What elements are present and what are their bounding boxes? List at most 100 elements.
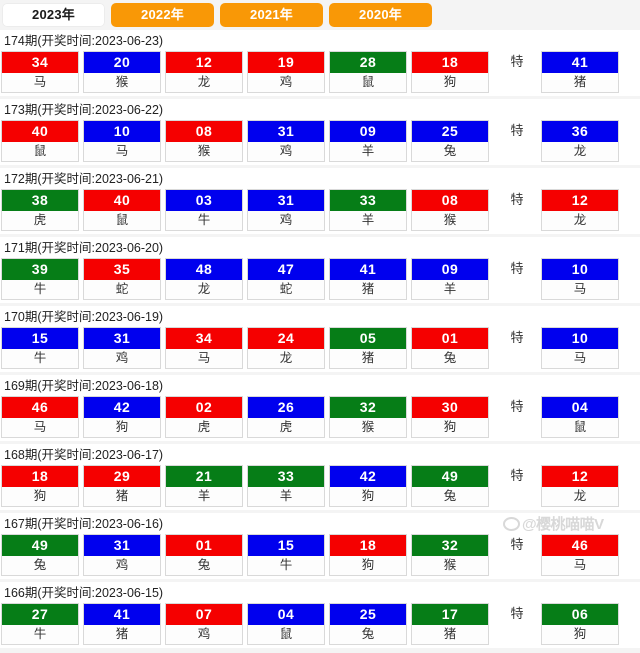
number-ball-number: 26 <box>248 397 324 418</box>
number-ball-zodiac: 牛 <box>2 349 78 368</box>
draw-row: 173期(开奖时间:2023-06-22) 40 鼠 10 马 08 猴 31 鸡 09 羊 25 兔特… <box>0 99 640 165</box>
draw-row: 172期(开奖时间:2023-06-21) 38 虎 40 鼠 03 牛 31 鸡 33 羊 08 猴特… <box>0 168 640 234</box>
special-ball-number: 12 <box>542 466 618 487</box>
special-ball: 10 马 <box>541 258 619 300</box>
number-ball: 18 狗 <box>329 534 407 576</box>
number-ball-zodiac: 马 <box>84 142 160 161</box>
number-ball: 47 蛇 <box>247 258 325 300</box>
special-ball: 12 龙 <box>541 189 619 231</box>
number-ball-number: 24 <box>248 328 324 349</box>
number-ball-zodiac: 猪 <box>330 280 406 299</box>
special-ball-number: 46 <box>542 535 618 556</box>
draw-row: 170期(开奖时间:2023-06-19) 15 牛 31 鸡 34 马 24 龙 05 猪 01 兔特… <box>0 306 640 372</box>
number-ball-zodiac: 蛇 <box>84 280 160 299</box>
number-ball: 10 马 <box>83 120 161 162</box>
number-ball-zodiac: 龙 <box>166 280 242 299</box>
special-ball-number: 10 <box>542 328 618 349</box>
number-ball: 31 鸡 <box>83 534 161 576</box>
year-tab-2021[interactable]: 2021年 <box>220 3 323 27</box>
number-ball: 33 羊 <box>247 465 325 507</box>
number-ball-zodiac: 虎 <box>166 418 242 437</box>
number-ball-zodiac: 马 <box>166 349 242 368</box>
number-ball-number: 32 <box>330 397 406 418</box>
special-ball-zodiac: 马 <box>542 556 618 575</box>
number-ball: 41 猪 <box>329 258 407 300</box>
ball-group: 27 牛 41 猪 07 鸡 04 鼠 25 兔 17 猪特 06 狗 <box>0 603 640 645</box>
number-ball: 01 兔 <box>165 534 243 576</box>
year-tab-2020[interactable]: 2020年 <box>329 3 432 27</box>
number-ball: 18 狗 <box>411 51 489 93</box>
draw-title: 168期(开奖时间:2023-06-17) <box>4 448 164 462</box>
draw-row: 168期(开奖时间:2023-06-17) 18 狗 29 猪 21 羊 33 羊 42 狗 49 兔特… <box>0 444 640 510</box>
number-ball: 34 马 <box>165 327 243 369</box>
number-ball-zodiac: 猴 <box>84 73 160 92</box>
ball-group: 49 兔 31 鸡 01 兔 15 牛 18 狗 32 猴特 46 马 <box>0 534 640 576</box>
number-ball-number: 25 <box>412 121 488 142</box>
number-ball: 24 龙 <box>247 327 325 369</box>
number-ball-zodiac: 羊 <box>412 280 488 299</box>
special-marker: 特 <box>510 330 524 345</box>
number-ball: 05 猪 <box>329 327 407 369</box>
number-ball: 35 蛇 <box>83 258 161 300</box>
special-ball-zodiac: 马 <box>542 280 618 299</box>
number-ball: 42 狗 <box>83 396 161 438</box>
number-ball: 25 兔 <box>411 120 489 162</box>
number-ball-zodiac: 鸡 <box>248 73 324 92</box>
number-ball: 26 虎 <box>247 396 325 438</box>
number-ball-zodiac: 鸡 <box>84 349 160 368</box>
number-ball-number: 46 <box>2 397 78 418</box>
number-ball-number: 27 <box>2 604 78 625</box>
number-ball: 07 鸡 <box>165 603 243 645</box>
number-ball-number: 30 <box>412 397 488 418</box>
number-ball-number: 32 <box>412 535 488 556</box>
special-ball-number: 12 <box>542 190 618 211</box>
special-marker: 特 <box>510 606 524 621</box>
number-ball: 49 兔 <box>411 465 489 507</box>
draw-title: 171期(开奖时间:2023-06-20) <box>4 241 164 255</box>
number-ball-number: 10 <box>84 121 160 142</box>
number-ball-number: 47 <box>248 259 324 280</box>
special-marker: 特 <box>510 537 524 552</box>
number-ball-zodiac: 牛 <box>2 280 78 299</box>
number-ball-number: 38 <box>2 190 78 211</box>
number-ball-zodiac: 猪 <box>84 625 160 644</box>
number-ball-number: 12 <box>166 52 242 73</box>
draw-row: 169期(开奖时间:2023-06-18) 46 马 42 狗 02 虎 26 虎 32 猴 30 狗特… <box>0 375 640 441</box>
number-ball: 03 牛 <box>165 189 243 231</box>
number-ball-zodiac: 鼠 <box>2 142 78 161</box>
number-ball-number: 01 <box>166 535 242 556</box>
special-ball-number: 41 <box>542 52 618 73</box>
number-ball-number: 40 <box>2 121 78 142</box>
number-ball: 27 牛 <box>1 603 79 645</box>
number-ball: 25 兔 <box>329 603 407 645</box>
number-ball: 09 羊 <box>411 258 489 300</box>
number-ball-zodiac: 鼠 <box>248 625 324 644</box>
special-ball: 46 马 <box>541 534 619 576</box>
number-ball: 40 鼠 <box>83 189 161 231</box>
number-ball-number: 41 <box>84 604 160 625</box>
special-ball-zodiac: 马 <box>542 349 618 368</box>
draw-title: 174期(开奖时间:2023-06-23) <box>4 34 164 48</box>
special-ball-number: 36 <box>542 121 618 142</box>
number-ball-number: 42 <box>84 397 160 418</box>
number-ball-number: 31 <box>248 121 324 142</box>
number-ball-zodiac: 虎 <box>248 418 324 437</box>
number-ball-zodiac: 鼠 <box>84 211 160 230</box>
number-ball-number: 49 <box>412 466 488 487</box>
number-ball-number: 40 <box>84 190 160 211</box>
number-ball-zodiac: 羊 <box>248 487 324 506</box>
year-tab-2023[interactable]: 2023年 <box>2 3 105 27</box>
number-ball: 40 鼠 <box>1 120 79 162</box>
number-ball-zodiac: 龙 <box>248 349 324 368</box>
year-tab-2022[interactable]: 2022年 <box>111 3 214 27</box>
number-ball-zodiac: 猪 <box>84 487 160 506</box>
number-ball-zodiac: 鸡 <box>84 556 160 575</box>
draw-result-list: 174期(开奖时间:2023-06-23) 34 马 20 猴 12 龙 19 鸡 28 鼠 18 狗特… <box>0 30 640 653</box>
number-ball-number: 41 <box>330 259 406 280</box>
ball-group: 39 牛 35 蛇 48 龙 47 蛇 41 猪 09 羊特 10 马 <box>0 258 640 300</box>
number-ball-number: 25 <box>330 604 406 625</box>
number-ball: 41 猪 <box>83 603 161 645</box>
number-ball: 49 兔 <box>1 534 79 576</box>
special-marker: 特 <box>510 123 524 138</box>
number-ball-number: 01 <box>412 328 488 349</box>
